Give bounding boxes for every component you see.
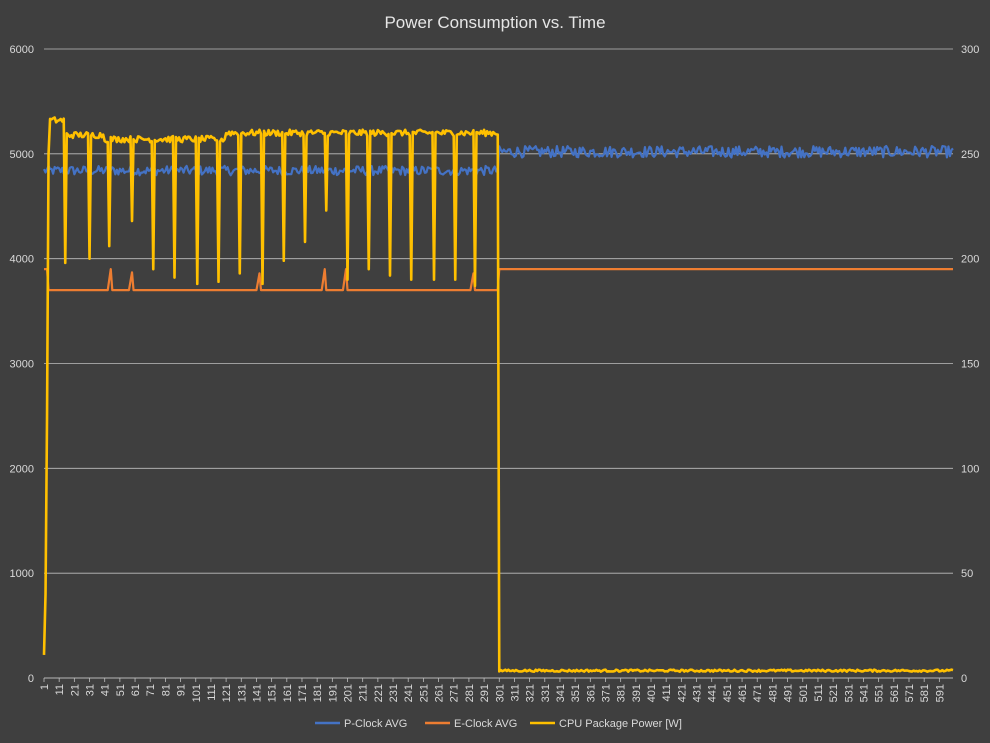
y-tick-label-right: 250 xyxy=(961,149,979,161)
x-tick-label: 531 xyxy=(843,684,855,702)
x-tick-label: 41 xyxy=(100,684,112,696)
y-tick-label-right: 300 xyxy=(961,44,979,56)
x-tick-label: 91 xyxy=(176,684,188,696)
x-tick-label: 451 xyxy=(722,684,734,702)
x-tick-label: 541 xyxy=(858,684,870,702)
series-line-cpu-package-power-w xyxy=(42,116,954,674)
x-tick-label: 361 xyxy=(585,684,597,702)
x-tick-label: 241 xyxy=(403,684,415,702)
x-tick-label: 301 xyxy=(494,684,506,702)
x-tick-label: 201 xyxy=(343,684,355,702)
y-tick-label-left: 6000 xyxy=(10,44,34,56)
series-layer xyxy=(42,116,954,674)
x-tick-label: 391 xyxy=(631,684,643,702)
x-tick-label: 291 xyxy=(479,684,491,702)
y-tick-label-left: 1000 xyxy=(10,568,34,580)
x-tick-label: 101 xyxy=(191,684,203,702)
x-tick-label: 461 xyxy=(737,684,749,702)
x-tick-label: 1 xyxy=(39,684,51,690)
x-tick-label: 261 xyxy=(434,684,446,702)
y-tick-label-left: 0 xyxy=(28,673,34,685)
x-tick-label: 181 xyxy=(312,684,324,702)
x-tick-label: 11 xyxy=(54,684,66,695)
x-tick-label: 501 xyxy=(798,684,810,702)
x-tick-label: 371 xyxy=(600,684,612,702)
x-tick-label: 211 xyxy=(358,684,370,702)
x-tick-label: 71 xyxy=(145,684,157,696)
y-tick-label-left: 5000 xyxy=(10,149,34,161)
x-tick-label: 221 xyxy=(373,684,385,702)
x-tick-label: 151 xyxy=(267,684,279,702)
x-tick-label: 441 xyxy=(707,684,719,702)
x-tick-label: 61 xyxy=(130,684,142,696)
y-tick-label-right: 0 xyxy=(961,673,967,685)
x-tick-label: 271 xyxy=(449,684,461,702)
chart-title: Power Consumption vs. Time xyxy=(384,13,605,32)
x-tick-label: 491 xyxy=(783,684,795,702)
x-tick-label: 321 xyxy=(525,684,537,702)
x-tick-label: 471 xyxy=(752,684,764,702)
x-tick-label: 231 xyxy=(388,684,400,702)
x-tick-label: 421 xyxy=(676,684,688,702)
y-axis-right: 0 50 100 150 200 250 300 xyxy=(961,44,979,685)
y-tick-label-right: 100 xyxy=(961,463,979,475)
x-tick-label: 171 xyxy=(297,684,309,702)
x-tick-label: 571 xyxy=(904,684,916,702)
x-tick-label: 191 xyxy=(327,684,339,702)
x-tick-label: 561 xyxy=(889,684,901,702)
x-tick-label: 21 xyxy=(69,684,81,696)
x-tick-label: 111 xyxy=(206,684,218,701)
x-tick-label: 31 xyxy=(85,684,97,696)
x-tick-label: 331 xyxy=(540,684,552,702)
x-tick-label: 591 xyxy=(934,684,946,702)
x-tick-label: 81 xyxy=(160,684,172,696)
legend: P-Clock AVG E-Clock AVG CPU Package Power … xyxy=(315,718,682,730)
y-tick-label-left: 3000 xyxy=(10,359,34,371)
x-tick-label: 141 xyxy=(251,684,263,702)
x-tick-label: 481 xyxy=(767,684,779,702)
x-tick-label: 131 xyxy=(236,684,248,702)
y-tick-label-right: 50 xyxy=(961,568,973,580)
y-tick-label-left: 2000 xyxy=(10,463,34,475)
y-tick-label-left: 4000 xyxy=(10,254,34,266)
x-tick-label: 341 xyxy=(555,684,567,702)
x-tick-label: 411 xyxy=(661,684,673,702)
x-tick-label: 51 xyxy=(115,684,127,696)
y-tick-label-right: 200 xyxy=(961,254,979,266)
x-tick-label: 161 xyxy=(282,684,294,702)
x-tick-label: 121 xyxy=(221,684,233,702)
x-axis: 1 11 21 31 41 51 61 71 81 91 101 111 121 131 141 151 161… xyxy=(39,677,953,702)
x-tick-label: 521 xyxy=(828,684,840,702)
x-tick-label: 251 xyxy=(418,684,430,702)
x-tick-label: 381 xyxy=(616,684,628,702)
x-tick-label: 311 xyxy=(509,684,521,702)
legend-label: E-Clock AVG xyxy=(454,718,517,730)
y-tick-label-right: 150 xyxy=(961,359,979,371)
y-axis-left: 0 1000 2000 3000 4000 5000 6000 xyxy=(10,44,34,685)
x-tick-label: 431 xyxy=(692,684,704,702)
x-tick-label: 551 xyxy=(874,684,886,702)
legend-label: CPU Package Power [W] xyxy=(559,718,682,730)
x-tick-label: 281 xyxy=(464,684,476,702)
x-tick-label: 351 xyxy=(570,684,582,702)
x-tick-label: 511 xyxy=(813,684,825,702)
x-tick-label: 581 xyxy=(919,684,931,702)
legend-label: P-Clock AVG xyxy=(344,718,407,730)
x-tick-label: 401 xyxy=(646,684,658,702)
